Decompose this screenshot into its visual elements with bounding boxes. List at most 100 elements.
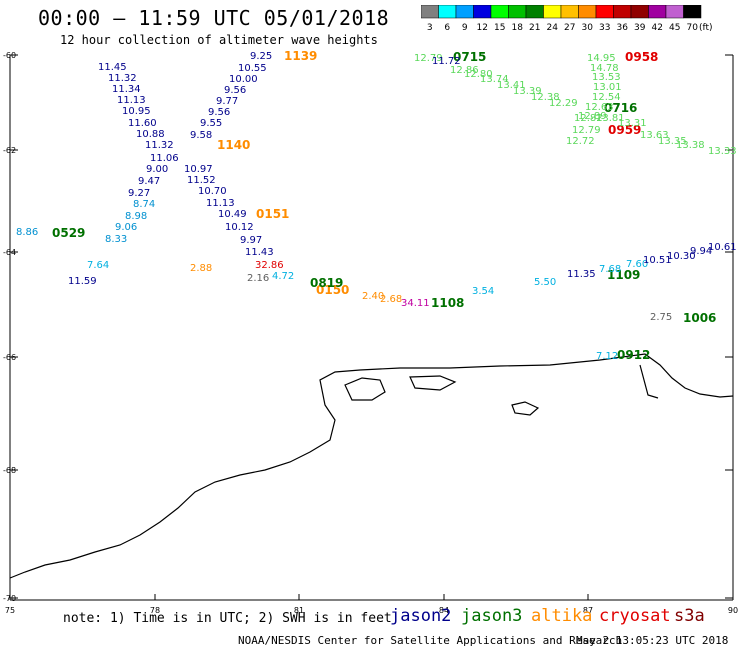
jason3-value: 12.89 (578, 111, 607, 122)
jason2-value: 11.13 (117, 95, 146, 106)
map-frame (9, 55, 734, 601)
scale-label: 9 (462, 23, 468, 33)
jason3-value: 12.29 (549, 98, 578, 109)
jason2-value: 9.58 (190, 130, 212, 141)
jason2-value: 9.47 (138, 176, 160, 187)
jason2-value: 9.55 (200, 118, 222, 129)
footer-credit: NOAA/NESDIS Center for Satellite Applica… (238, 634, 623, 647)
misc-value: 8.86 (16, 227, 38, 238)
jason3-time: 1108 (431, 296, 464, 310)
jason3-value: 13.01 (593, 82, 622, 93)
jason2-value: 11.32 (108, 73, 137, 84)
jason2-value: 9.56 (224, 85, 246, 96)
jason2-value: 11.60 (128, 118, 157, 129)
jason3-value: 12.63 (585, 102, 614, 113)
footer-timestamp: May 2 13:05:23 UTC 2018 (576, 634, 729, 647)
misc-value: 10.30 (667, 251, 696, 262)
misc-value: 7.68 (599, 264, 621, 275)
jason2-value: 11.06 (150, 153, 179, 164)
legend-s3a: s3a (674, 606, 705, 626)
misc-value: 5.50 (534, 277, 556, 288)
scale-unit: (ft) (699, 23, 713, 33)
jason3-value: 13.74 (480, 74, 509, 85)
misc-value: 9.94 (690, 246, 712, 257)
color-scale-legend: 3 6 9 12 15 18 21 24 27 30 33 36 39 42 45 70 (ft) (421, 5, 713, 33)
scale-label: 39 (634, 23, 646, 33)
jason3-value: 12.38 (531, 92, 560, 103)
misc-value: 2.40 (362, 291, 384, 302)
page-subtitle: 12 hour collection of altimeter wave hei… (60, 33, 378, 47)
scale-label: 33 (599, 23, 610, 33)
lon-tick-label: 90 (728, 606, 738, 615)
jason2-value: 11.59 (68, 276, 97, 287)
legend-jason3: jason3 (461, 606, 523, 626)
scale-label: 15 (494, 23, 505, 33)
misc-value: 2.75 (650, 312, 672, 323)
lat-tick-label: -62 (3, 146, 16, 155)
misc-value: 34.11 (401, 298, 430, 309)
track-labels: 11.4511.3211.3411.1310.9511.6010.8811.32… (16, 49, 737, 362)
legend-altika: altika (531, 606, 593, 626)
misc-value: 2.88 (190, 263, 212, 274)
jason2-value: 11.45 (98, 62, 127, 73)
jason2-value: 9.00 (146, 164, 168, 175)
jason2-value: 11.34 (112, 84, 141, 95)
jason3-value: 13.38 (676, 140, 705, 151)
scale-label: 12 (477, 23, 488, 33)
scale-label: 45 (669, 23, 680, 33)
jason3-value: 14.95 (587, 53, 616, 64)
jason3-time: 0716 (604, 101, 637, 115)
misc-value: 7.64 (87, 260, 109, 271)
legend-cryosat: cryosat (599, 606, 671, 626)
page-title: 00:00 – 11:59 UTC 05/01/2018 (38, 6, 390, 30)
jason2-value: 11.52 (187, 175, 216, 186)
cryosat-time: 0958 (625, 50, 658, 64)
jason3-value: 13.63 (640, 130, 669, 141)
scale-label: 6 (444, 23, 450, 33)
altika-time: 1139 (284, 49, 317, 63)
map-axes: 75 78 81 84 87 90 -60 -62 -64 -66 -68 -70 (3, 51, 738, 615)
jason3-value: 13.33 (708, 146, 737, 157)
misc-value: 4.72 (272, 271, 294, 282)
jason3-time: 0715 (453, 50, 486, 64)
lon-tick-label: 78 (150, 606, 160, 615)
lat-tick-label: -64 (3, 248, 16, 257)
jason3-value: 12.79 (572, 125, 601, 136)
altika-time: 1140 (217, 138, 250, 152)
jason2-value: 9.77 (216, 96, 238, 107)
altika-time: 0150 (316, 283, 349, 297)
cryosat-value: 32.86 (255, 260, 284, 271)
misc-value: 8.74 (133, 199, 155, 210)
jason3-time: 1006 (683, 311, 716, 325)
scale-label: 70 (687, 23, 699, 33)
footer: NOAA/NESDIS Center for Satellite Applica… (238, 634, 728, 647)
jason2-value: 9.25 (250, 51, 272, 62)
jason2-value: 9.97 (240, 235, 262, 246)
jason3-value: 13.31 (618, 118, 647, 129)
jason3-value: 12.80 (464, 69, 493, 80)
lon-tick-label: 84 (439, 606, 449, 615)
misc-value: 10.51 (643, 255, 672, 266)
jason2-value: 11.13 (206, 198, 235, 209)
misc-value: 7.60 (626, 259, 648, 270)
lat-tick-label: -70 (3, 594, 16, 603)
scale-label: 36 (617, 23, 629, 33)
lat-tick-label: -60 (3, 51, 16, 60)
jason3-value: 12.79 (414, 53, 443, 64)
jason2-value: 11.32 (145, 140, 174, 151)
jason3-value: 13.41 (497, 80, 526, 91)
jason3-value: 14.78 (590, 63, 619, 74)
scale-label: 42 (652, 23, 663, 33)
misc-value: 9.06 (115, 222, 137, 233)
cryosat-time: 0959 (608, 123, 641, 137)
jason3-value: 12.72 (566, 136, 595, 147)
jason2-value: 10.55 (238, 63, 267, 74)
jason3-value: 11.72 (432, 56, 461, 67)
scale-label: 30 (582, 23, 594, 33)
jason3-value: 12.86 (450, 65, 479, 76)
scale-swatch (683, 5, 702, 19)
jason2-value: 10.95 (122, 106, 151, 117)
jason3-time: 0529 (52, 226, 85, 240)
jason2-value: 9.27 (128, 188, 150, 199)
